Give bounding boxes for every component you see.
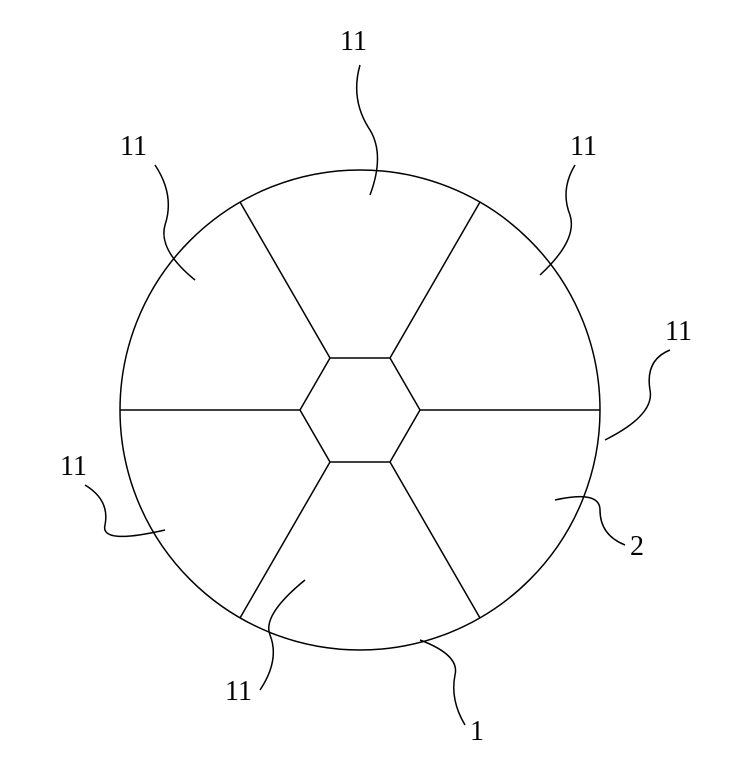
label-top: 11: [340, 26, 367, 57]
label-top-left: 11: [120, 131, 147, 162]
label-label-2: 2: [630, 531, 644, 562]
label-top-right: 11: [570, 131, 597, 162]
label-label-1: 1: [470, 716, 484, 747]
label-bottom-left: 11: [225, 676, 252, 707]
label-right: 11: [665, 316, 692, 347]
label-left: 11: [60, 451, 87, 482]
patent-diagram: 11111111111112: [0, 0, 742, 767]
